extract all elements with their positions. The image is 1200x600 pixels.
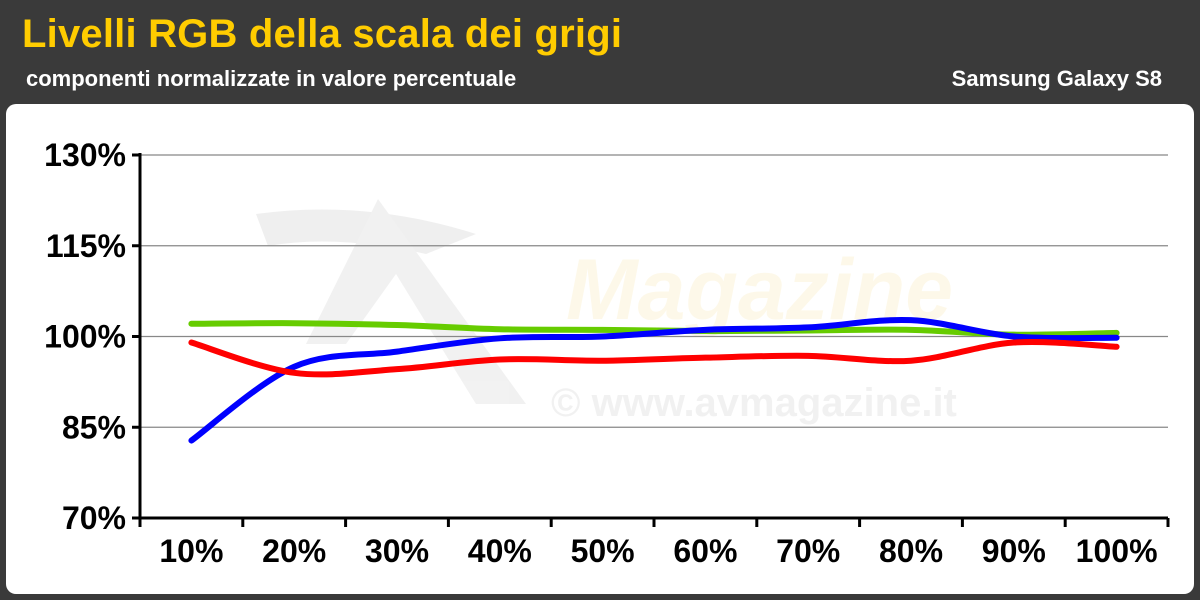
watermark-triangle-icon: [306, 199, 526, 404]
watermark-url: © www.avmagazine.it: [551, 381, 957, 425]
y-tick-label: 130%: [44, 137, 126, 173]
chart-panel: Magazine © www.avmagazine.it 130% 115% 100…: [6, 104, 1194, 594]
watermark-brand: Magazine: [566, 242, 953, 338]
watermark-logo-icon: [256, 209, 476, 254]
x-tick-label: 30%: [365, 533, 429, 569]
y-tick-label: 100%: [44, 319, 126, 355]
axes: 130% 115% 100% 85% 70% 10% 20% 30% 40% 50% 60% 70% 8…: [44, 137, 1170, 569]
y-tick-label: 85%: [62, 409, 126, 445]
header: Livelli RGB della scala dei grigi compon…: [0, 0, 1200, 104]
x-tick-label: 40%: [468, 533, 532, 569]
chart-title: Livelli RGB della scala dei grigi: [22, 12, 623, 56]
y-tick-label: 115%: [46, 228, 126, 264]
watermark: Magazine © www.avmagazine.it: [256, 199, 957, 425]
x-tick-label: 90%: [982, 533, 1046, 569]
x-tick-label: 10%: [159, 533, 223, 569]
x-tick-label: 70%: [776, 533, 840, 569]
chart-subtitle: componenti normalizzate in valore percen…: [26, 66, 517, 91]
line-chart: Magazine © www.avmagazine.it 130% 115% 100…: [44, 137, 1170, 569]
x-tick-label: 100%: [1076, 533, 1158, 569]
x-tick-label: 80%: [879, 533, 943, 569]
device-name: Samsung Galaxy S8: [951, 66, 1162, 91]
y-tick-label: 70%: [62, 500, 126, 536]
series: [188, 316, 1120, 444]
x-tick-label: 60%: [673, 533, 737, 569]
series-line-red: [188, 339, 1120, 378]
series-line-blue: [188, 316, 1120, 444]
x-tick-label: 50%: [571, 533, 635, 569]
x-tick-label: 20%: [262, 533, 326, 569]
